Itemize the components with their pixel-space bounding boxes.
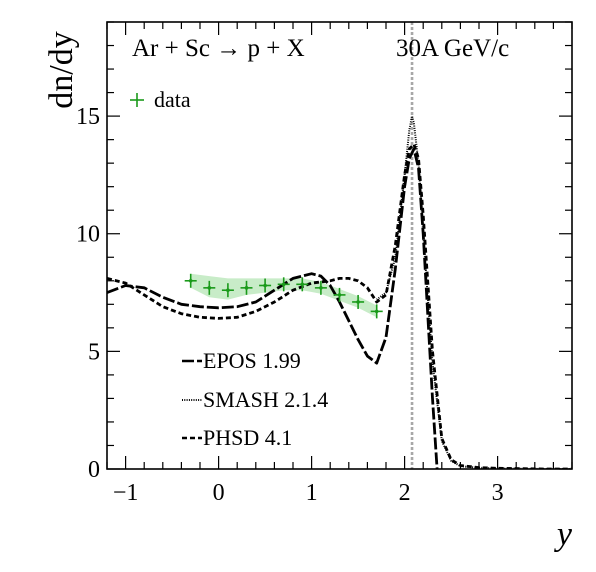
data-point <box>221 283 234 298</box>
chart-title: Ar + Sc → p + X <box>132 35 305 62</box>
data-point <box>277 277 290 292</box>
data-point <box>314 280 327 295</box>
data-point <box>259 278 272 293</box>
x-tick-label: −1 <box>113 480 139 506</box>
beam-momentum-label: 30A GeV/c <box>396 35 509 62</box>
data-point <box>370 304 383 319</box>
x-tick-label: 3 <box>492 480 504 506</box>
data-legend: data <box>130 87 191 112</box>
data-point <box>184 273 197 288</box>
x-tick-label: 1 <box>306 480 318 506</box>
data-point <box>203 280 216 295</box>
y-tick-label: 15 <box>76 104 100 130</box>
series-line-epos <box>107 147 439 469</box>
model-legend: EPOS 1.99 SMASH 2.1.4 PHSD 4.1 <box>182 348 328 450</box>
axis-ticks: −1 0 1 2 3 0 5 10 15 <box>76 21 573 506</box>
x-tick-label: 0 <box>213 480 225 506</box>
x-axis-label: y <box>554 516 573 553</box>
y-axis-label: dn/dy <box>43 31 80 108</box>
legend-label-epos: EPOS 1.99 <box>203 348 301 373</box>
data-point <box>352 294 365 309</box>
legend-label-data: data <box>154 87 191 112</box>
series-line-phsd <box>107 142 572 469</box>
y-tick-label: 0 <box>88 457 100 483</box>
y-tick-label: 5 <box>88 339 100 365</box>
data-point <box>240 280 253 295</box>
y-tick-label: 10 <box>76 222 100 248</box>
model-curves <box>107 115 572 469</box>
legend-label-phsd: PHSD 4.1 <box>203 425 292 450</box>
data-points <box>184 273 383 319</box>
data-systematic-band <box>190 273 377 318</box>
data-point <box>333 287 346 302</box>
data-point <box>296 277 309 292</box>
systematic-band <box>190 273 377 318</box>
legend-label-smash: SMASH 2.1.4 <box>203 387 328 412</box>
plot-frame <box>106 21 573 470</box>
x-tick-label: 2 <box>399 480 411 506</box>
